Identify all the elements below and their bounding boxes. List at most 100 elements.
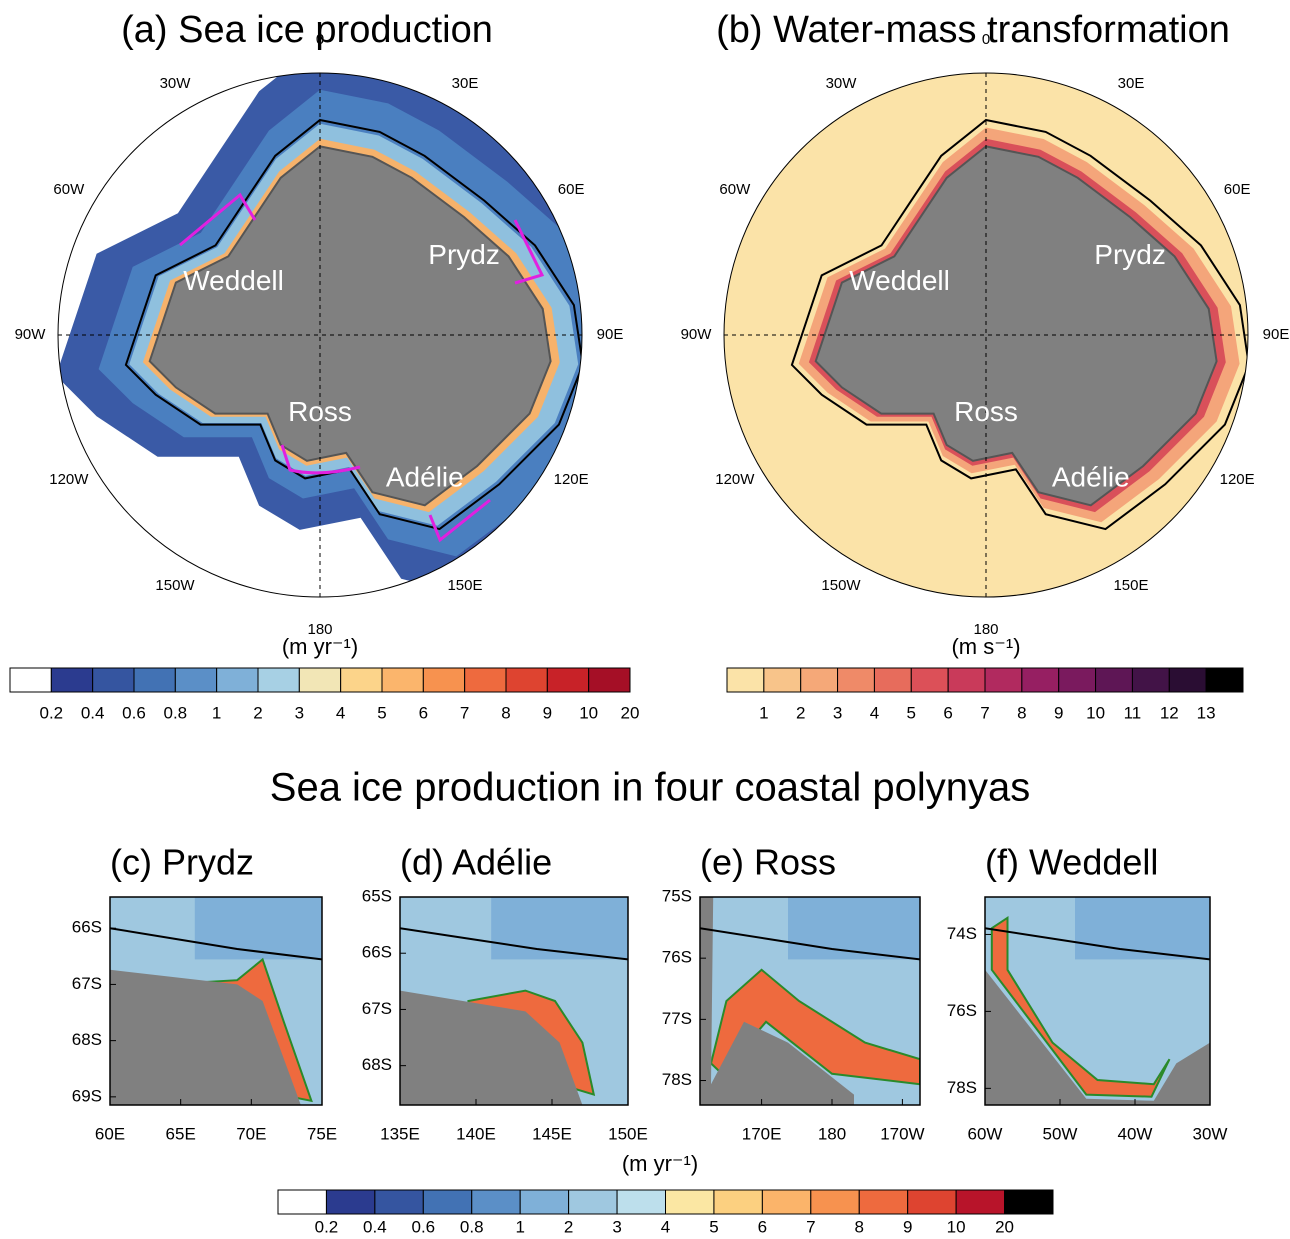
lon-label: 60E — [1224, 181, 1251, 198]
x-tick-label: 140E — [456, 1124, 496, 1143]
lon-label: 60E — [558, 181, 585, 198]
colorbar-box — [874, 668, 911, 692]
y-tick-label: 76S — [947, 1001, 977, 1020]
colorbar-box — [569, 1190, 617, 1214]
colorbar-label: 7 — [806, 1217, 815, 1236]
colorbar-unit: (m yr⁻¹) — [282, 634, 358, 659]
colorbar-box — [764, 668, 801, 692]
y-tick-label: 67S — [72, 974, 102, 993]
colorbar-label: 11 — [1124, 703, 1142, 722]
colorbar-unit: (m s⁻¹) — [951, 634, 1020, 659]
y-tick-label: 66S — [72, 918, 102, 937]
colorbar-box — [948, 668, 985, 692]
colorbar-box — [382, 668, 423, 692]
colorbar-box — [341, 668, 382, 692]
colorbar-box — [1096, 668, 1133, 692]
colorbar-box — [801, 668, 838, 692]
lon-label: 60W — [719, 181, 751, 198]
colorbar-box — [1132, 668, 1169, 692]
colorbar-label: 4 — [661, 1217, 670, 1236]
y-tick-label: 75S — [662, 886, 692, 905]
colorbar-label: 7 — [980, 703, 989, 722]
colorbar-box — [175, 668, 216, 692]
colorbar-label: 20 — [621, 703, 640, 722]
colorbar-label: 0.2 — [315, 1217, 339, 1236]
colorbar-label: 0.4 — [81, 703, 105, 722]
colorbar-box — [911, 668, 948, 692]
panel-map — [700, 897, 920, 1105]
lon-label: 30E — [452, 75, 479, 92]
lon-label: 120W — [49, 471, 89, 488]
colorbar-label: 8 — [501, 703, 510, 722]
colorbar-box — [134, 668, 175, 692]
colorbar-label: 12 — [1160, 703, 1179, 722]
panel-map — [985, 897, 1210, 1105]
lon-label: 150E — [1113, 577, 1148, 594]
colorbar-label: 2 — [796, 703, 805, 722]
colorbar-label: 9 — [543, 703, 552, 722]
x-tick-label: 30W — [1193, 1124, 1228, 1143]
panel-map — [400, 897, 628, 1105]
colorbar-label: 3 — [612, 1217, 621, 1236]
lon-label: 120W — [715, 471, 755, 488]
colorbar-box — [956, 1190, 1004, 1214]
x-tick-label: 170W — [880, 1124, 924, 1143]
section-title: Sea ice production in four coastal polyn… — [270, 766, 1030, 810]
x-tick-label: 60W — [968, 1124, 1003, 1143]
colorbar-label: 8 — [855, 1217, 864, 1236]
colorbar-label: 5 — [377, 703, 386, 722]
colorbar-box — [51, 668, 92, 692]
x-tick-label: 70E — [236, 1124, 266, 1143]
colorbar-label: 1 — [759, 703, 768, 722]
lon-label: 90E — [1263, 326, 1290, 343]
x-tick-label: 170E — [742, 1124, 782, 1143]
colorbar-label: 4 — [870, 703, 879, 722]
figure: (a) Sea ice production030E60E90E120E150E… — [0, 0, 1290, 1239]
lon-label: 150E — [447, 577, 482, 594]
colorbar-label: 6 — [943, 703, 952, 722]
y-tick-label: 77S — [662, 1009, 692, 1028]
colorbar-label: 10 — [1086, 703, 1105, 722]
lon-label: 0 — [316, 31, 324, 48]
colorbar-label: 1 — [212, 703, 221, 722]
colorbar-label: 9 — [1054, 703, 1063, 722]
y-tick-label: 78S — [947, 1078, 977, 1097]
colorbar-label: 5 — [709, 1217, 718, 1236]
colorbar-box — [506, 668, 547, 692]
colorbar-label: 3 — [833, 703, 842, 722]
sea-far — [491, 897, 628, 959]
x-tick-label: 40W — [1118, 1124, 1153, 1143]
colorbar-box — [258, 668, 299, 692]
colorbar-unit: (m yr⁻¹) — [622, 1151, 698, 1176]
colorbar-box — [326, 1190, 374, 1214]
colorbar-box — [547, 668, 588, 692]
map-title: (a) Sea ice production — [121, 9, 493, 51]
lon-label: 30E — [1118, 75, 1145, 92]
lon-label: 30W — [160, 75, 192, 92]
region-label: Weddell — [183, 265, 284, 296]
colorbar-label: 10 — [579, 703, 598, 722]
colorbar-box — [838, 668, 875, 692]
colorbar-label: 5 — [907, 703, 916, 722]
colorbar-label: 3 — [295, 703, 304, 722]
colorbar-box — [762, 1190, 810, 1214]
y-tick-label: 66S — [362, 943, 392, 962]
region-label: Ross — [954, 396, 1018, 427]
map — [724, 73, 1249, 597]
colorbar-label: 2 — [564, 1217, 573, 1236]
colorbar-box — [1206, 668, 1243, 692]
lon-label: 90W — [681, 326, 713, 343]
colorbar-box — [217, 668, 258, 692]
y-tick-label: 78S — [662, 1070, 692, 1089]
sea-far — [195, 897, 322, 959]
colorbar-label: 0.6 — [122, 703, 146, 722]
x-tick-label: 145E — [532, 1124, 572, 1143]
colorbar-label: 0.8 — [164, 703, 188, 722]
panel-map — [110, 897, 322, 1105]
colorbar-label: 4 — [336, 703, 345, 722]
sea-far — [788, 897, 920, 959]
colorbar-box — [1005, 1190, 1053, 1214]
colorbar-label: 0.6 — [411, 1217, 435, 1236]
colorbar-label: 2 — [253, 703, 262, 722]
colorbar-box — [1169, 668, 1206, 692]
